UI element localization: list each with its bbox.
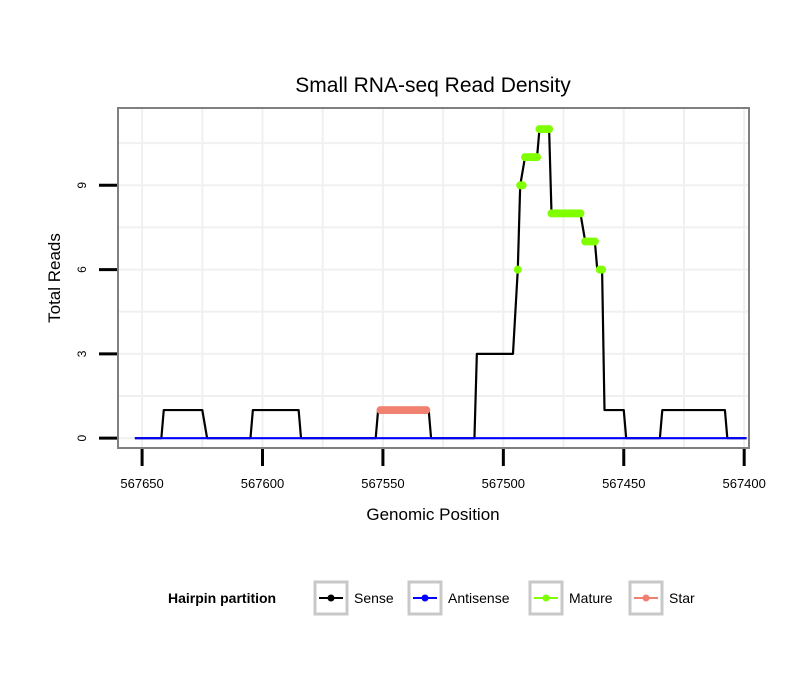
x-tick-label: 567400 <box>722 476 765 491</box>
y-tick-label: 3 <box>75 350 89 357</box>
legend-key-point <box>542 594 550 602</box>
x-tick-label: 567500 <box>482 476 525 491</box>
y-tick-label: 9 <box>75 182 89 189</box>
x-tick-label: 567600 <box>241 476 284 491</box>
chart-title: Small RNA-seq Read Density <box>295 74 571 97</box>
legend-item-sense: Sense <box>313 580 394 616</box>
y-axis-label: Total Reads <box>45 233 64 323</box>
legend-item-star: Star <box>628 580 695 616</box>
legend: Hairpin partition Sense Antisense Mature St… <box>168 580 695 616</box>
mature-point <box>576 209 585 218</box>
x-tick-label: 567650 <box>120 476 163 491</box>
legend-key-point <box>642 594 650 602</box>
legend-label: Sense <box>354 590 394 606</box>
legend-label: Star <box>669 590 695 606</box>
mature-point <box>533 153 542 162</box>
y-tick-label: 6 <box>75 266 89 273</box>
x-axis-label: Genomic Position <box>366 505 499 524</box>
grid-lines <box>119 109 748 447</box>
y-tick-label: 0 <box>75 435 89 442</box>
y-axis: 0 3 6 9 <box>75 182 117 442</box>
series-layer <box>134 125 747 440</box>
legend-label: Antisense <box>448 590 510 606</box>
legend-item-antisense: Antisense <box>407 580 510 616</box>
mature-point <box>545 125 554 134</box>
legend-label: Mature <box>569 590 613 606</box>
mature-point <box>518 181 527 190</box>
legend-title: Hairpin partition <box>168 590 276 606</box>
x-axis: 567650 567600 567550 567500 567450 567400 <box>120 449 766 491</box>
legend-key-point <box>327 594 335 602</box>
plot-panel <box>117 107 750 449</box>
sense-line <box>134 127 747 440</box>
legend-item-mature: Mature <box>528 580 613 616</box>
mature-point <box>590 237 599 246</box>
x-tick-label: 567450 <box>602 476 645 491</box>
star-point <box>422 406 431 415</box>
legend-key-point <box>421 594 429 602</box>
mature-point <box>513 265 522 274</box>
x-tick-label: 567550 <box>361 476 404 491</box>
mature-point <box>598 265 607 274</box>
